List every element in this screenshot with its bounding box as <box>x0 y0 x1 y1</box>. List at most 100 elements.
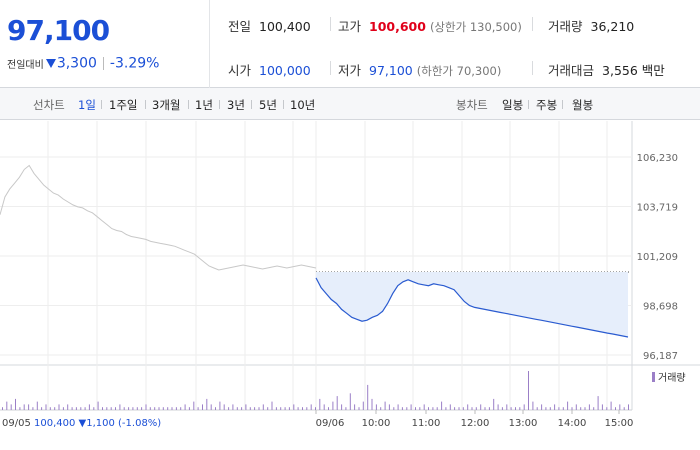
volume-bar <box>449 404 451 410</box>
change-amount: 3,300 <box>56 55 97 72</box>
volume-bar <box>23 404 25 410</box>
volume-bar <box>106 407 108 410</box>
x-tick-label: 14:00 <box>558 418 587 429</box>
volume-bar <box>123 407 125 410</box>
open-value: 100,000 <box>259 63 311 78</box>
x-tick-label: 11:00 <box>412 418 441 429</box>
volume-bar <box>193 401 195 410</box>
volume-bar <box>467 404 469 410</box>
high-value: 100,600 <box>369 19 426 34</box>
volume-bar <box>275 407 277 410</box>
volume-bar <box>54 407 56 410</box>
volume-bar <box>62 407 64 410</box>
tab-3month[interactable]: 3개월 <box>152 98 181 112</box>
tab-1week[interactable]: 1주일 <box>109 98 138 112</box>
volume-bar <box>154 407 156 410</box>
volume-legend-swatch <box>652 372 655 382</box>
volume-bar <box>523 404 525 410</box>
volume-bar <box>601 404 603 410</box>
line-chart-label: 선차트 <box>33 98 65 112</box>
volume-bar <box>10 404 12 410</box>
volume-bars <box>2 371 629 410</box>
volume-bar <box>49 407 51 410</box>
volume-bar <box>302 407 303 410</box>
down-triangle-icon <box>45 59 56 68</box>
trade-amount-stat: 거래대금 3,556 백만 <box>548 60 665 79</box>
volume-bar <box>397 404 399 410</box>
current-price: 97,100 <box>7 14 110 47</box>
prev-day-date: 09/05 <box>2 418 34 429</box>
volume-bar <box>6 401 8 410</box>
volume-bar <box>571 407 573 410</box>
quote-header: 97,100 전일대비 3,300 -3.29% 전일 100,400 고가 100,6… <box>0 0 700 88</box>
volume-bar <box>528 371 529 410</box>
volume-bar <box>167 407 169 410</box>
volume-bar <box>575 404 577 410</box>
volume-bar <box>19 407 21 410</box>
tab-3year[interactable]: 3년 <box>227 98 245 112</box>
volume-bar <box>541 404 543 410</box>
divider <box>532 17 533 31</box>
volume-bar <box>188 407 190 410</box>
volume-bar <box>558 407 560 410</box>
volume-bar <box>584 407 586 410</box>
volume-bar <box>280 407 282 410</box>
x-tick-label: 10:00 <box>362 418 391 429</box>
trade-amount-label: 거래대금 <box>548 63 595 78</box>
volume-bar <box>162 407 164 410</box>
volume-bar <box>554 404 556 410</box>
upper-limit: (상한가 130,500) <box>429 20 522 34</box>
volume-bar <box>349 393 351 410</box>
volume-bar <box>110 407 112 410</box>
volume-bar <box>341 404 343 410</box>
volume-bar <box>484 407 486 410</box>
volume-bar <box>367 384 369 410</box>
volume-bar <box>506 404 508 410</box>
volume-bar <box>610 401 612 410</box>
x-tick-label: 13:00 <box>509 418 538 429</box>
tab-5year[interactable]: 5년 <box>259 98 277 112</box>
open-stat: 시가 100,000 <box>228 60 311 79</box>
volume-bar <box>597 396 599 410</box>
volume-bar <box>202 404 203 410</box>
volume-bar <box>410 404 412 410</box>
volume-bar <box>262 404 264 410</box>
volume-bar <box>84 407 86 410</box>
divider <box>102 57 104 70</box>
volume-bar <box>532 401 534 410</box>
tab-weekly-candle[interactable]: 주봉 <box>536 98 558 112</box>
divider <box>145 100 146 109</box>
volume-bar <box>436 407 438 410</box>
volume-bar <box>332 401 334 410</box>
trade-amount-value: 3,556 백만 <box>602 63 665 78</box>
volume-bar <box>267 407 269 410</box>
change-label: 전일대비 <box>7 60 44 71</box>
volume-bar <box>67 404 69 410</box>
tab-1day[interactable]: 1일 <box>78 98 96 112</box>
tab-1year[interactable]: 1년 <box>195 98 213 112</box>
volume-bar <box>458 407 460 410</box>
volume-bar <box>419 407 421 410</box>
price-lines <box>0 164 629 338</box>
prev-day-info: 09/05 100,400 ▼1,100 (-1.08%) <box>2 418 161 429</box>
x-tick-label: 15:00 <box>605 418 634 429</box>
y-tick-label: 96,187 <box>643 351 678 362</box>
volume-bar <box>306 407 308 410</box>
volume-bar <box>71 407 73 410</box>
divider <box>101 100 102 109</box>
tab-10year[interactable]: 10년 <box>290 98 316 112</box>
volume-bar <box>493 398 495 410</box>
volume-label: 거래량 <box>548 19 583 34</box>
series-line-today <box>315 277 629 338</box>
prev-close-label: 전일 <box>228 19 252 34</box>
volume-bar <box>375 404 377 410</box>
low-stat: 저가 97,100 (하한가 70,300) <box>338 60 501 79</box>
volume-bar <box>445 407 447 410</box>
change-row: 전일대비 3,300 -3.29% <box>7 53 159 72</box>
volume-bar <box>210 404 212 410</box>
tab-daily-candle[interactable]: 일봉 <box>502 98 524 112</box>
volume-bar <box>284 407 286 410</box>
volume-bar <box>497 404 499 410</box>
volume-bar <box>328 407 329 410</box>
tab-monthly-candle[interactable]: 월봉 <box>572 98 594 112</box>
